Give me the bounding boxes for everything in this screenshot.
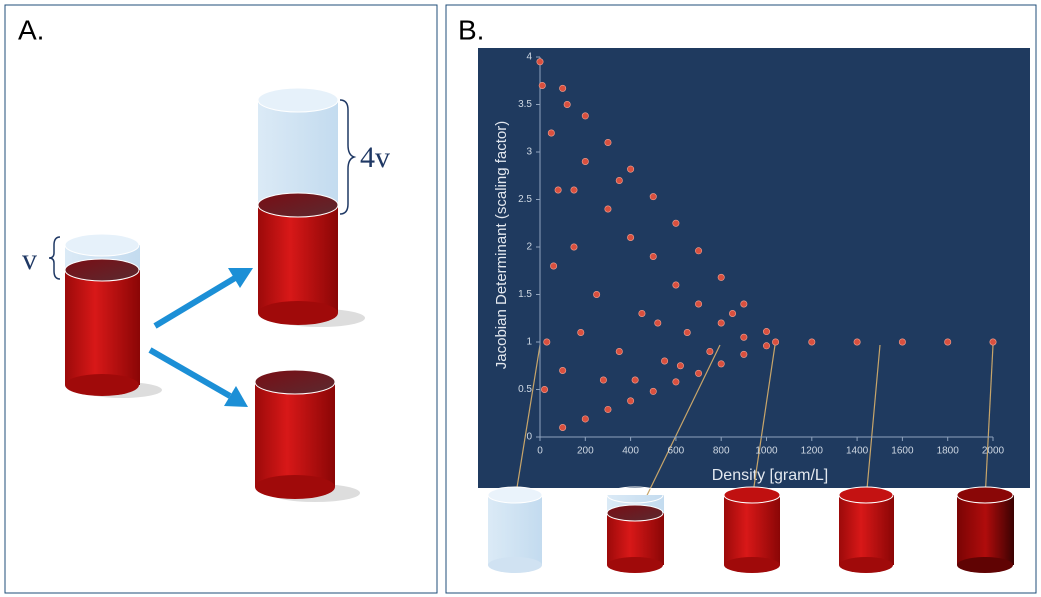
point [695,370,701,376]
point [772,339,778,345]
x-tick-label: 1600 [891,446,914,457]
x-tick-label: 1000 [755,446,778,457]
point [899,339,905,345]
point [655,320,661,326]
point [627,234,633,240]
point [650,253,656,259]
point [632,377,638,383]
point [571,244,577,250]
point [639,310,645,316]
y-tick-label: 1.5 [518,289,532,300]
point [684,329,690,335]
y-tick-label: 0 [526,432,532,443]
y-tick-label: 3.5 [518,99,532,110]
y-tick-label: 3 [526,147,532,158]
point [539,82,545,88]
x-tick-label: 2000 [982,446,1005,457]
point [673,282,679,288]
point [718,274,724,280]
point [548,130,554,136]
point [945,339,951,345]
x-tick-label: 800 [713,446,730,457]
point [582,113,588,119]
y-tick-label: 2 [526,242,532,253]
point [605,139,611,145]
panel-label: B. [458,14,484,45]
point [550,263,556,269]
x-tick-label: 400 [622,446,639,457]
point [544,339,550,345]
point [763,328,769,334]
point [729,310,735,316]
point [571,187,577,193]
y-tick-label: 0.5 [518,384,532,395]
point [695,248,701,254]
annotation: 4v [360,141,390,174]
x-tick-label: 600 [668,446,685,457]
annotation: v [22,243,37,276]
point [695,301,701,307]
x-axis-label: Density [gram/L] [712,467,828,484]
point [616,348,622,354]
y-tick-label: 2.5 [518,194,532,205]
panel-label: A. [18,14,44,45]
point [650,388,656,394]
point [537,59,543,65]
point [650,193,656,199]
y-tick-label: 4 [526,52,532,63]
point [578,329,584,335]
point [673,220,679,226]
point [582,158,588,164]
point [673,379,679,385]
point [605,406,611,412]
x-tick-label: 1400 [846,446,869,457]
point [661,358,667,364]
x-tick-label: 1800 [937,446,960,457]
point [854,339,860,345]
y-axis-label: Jacobian Determinant (scaling factor) [493,121,510,369]
point [600,377,606,383]
x-tick-label: 1200 [801,446,824,457]
x-tick-label: 200 [577,446,594,457]
point [741,334,747,340]
point [541,386,547,392]
point [627,166,633,172]
point [809,339,815,345]
point [990,339,996,345]
point [582,416,588,422]
point [718,361,724,367]
x-tick-label: 0 [537,446,543,457]
point [707,348,713,354]
point [741,301,747,307]
point [718,320,724,326]
plot-background [478,48,1030,488]
point [616,177,622,183]
point [605,206,611,212]
point [559,367,565,373]
point [564,101,570,107]
point [559,424,565,430]
y-tick-label: 1 [526,337,532,348]
figure: A. B. v 4v Density [gram/L] Jacobian Det… [0,0,1041,597]
point [763,343,769,349]
point [593,291,599,297]
point [559,85,565,91]
point [741,351,747,357]
point [627,398,633,404]
point [555,187,561,193]
point [677,363,683,369]
